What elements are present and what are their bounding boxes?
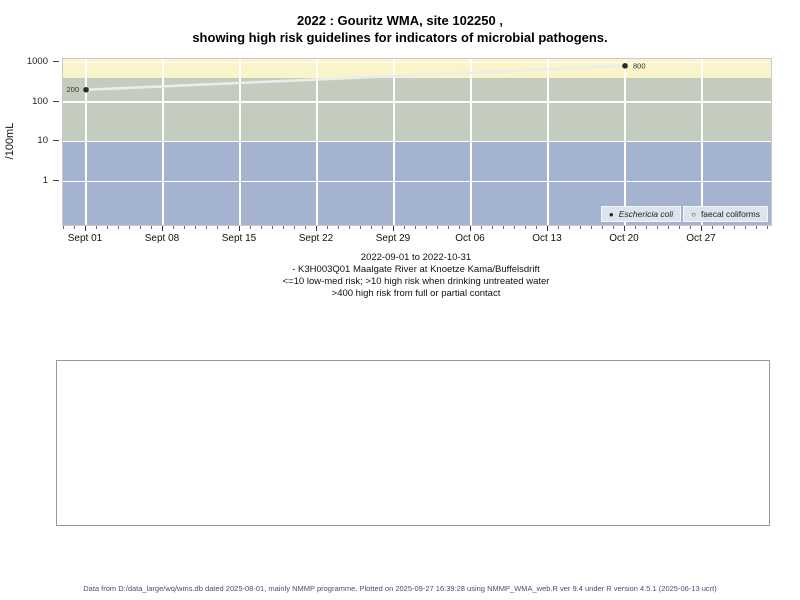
x-tick-label: Sept 01 (67, 233, 103, 244)
y-tick-mark (53, 100, 59, 102)
x-tick-mark (470, 226, 471, 231)
x-tick-label: Oct 27 (686, 233, 716, 244)
x-tick-label: Sept 08 (144, 233, 180, 244)
chart-subtitle: 2022-09-01 to 2022-10-31 - K3H003Q01 Maa… (62, 252, 770, 300)
y-tick-label: 1 (42, 175, 48, 187)
empty-panel (56, 360, 770, 526)
filled-circle-icon: ● (608, 209, 614, 219)
horizontal-gridline (63, 101, 771, 103)
x-tick-label: Oct 20 (609, 233, 639, 244)
x-tick-label: Sept 29 (375, 233, 411, 244)
chart-title-line1: 2022 : Gouritz WMA, site 102250 , (297, 13, 503, 28)
x-tick-mark (85, 226, 86, 231)
x-axis-minor-ticks (63, 226, 770, 229)
data-point-label: 800 (633, 61, 646, 70)
subtitle-date-range: 2022-09-01 to 2022-10-31 (360, 252, 472, 263)
series-line (85, 64, 626, 92)
horizontal-gridline (63, 61, 771, 63)
data-point (622, 63, 628, 69)
series-plot: 200 800 (66, 61, 646, 94)
legend-label: faecal coliforms (700, 209, 760, 219)
x-tick-label: Oct 13 (532, 233, 562, 244)
x-tick-mark (393, 226, 394, 231)
x-tick-label: Oct 06 (455, 233, 485, 244)
y-tick-label: 100 (32, 95, 48, 107)
horizontal-gridline (63, 180, 771, 183)
subtitle-risk-drinking: <=10 low-med risk; >10 high risk when dr… (282, 276, 550, 287)
data-point (83, 86, 89, 93)
y-tick-label: 10 (37, 135, 48, 147)
x-tick-label: Sept 22 (298, 233, 334, 244)
x-tick-mark (162, 226, 163, 231)
legend-item-1: ○ faecal coliforms (683, 206, 768, 222)
y-tick-label: 1000 (26, 56, 48, 67)
subtitle-risk-contact: >400 high risk from full or partial cont… (331, 288, 501, 299)
x-tick-mark (316, 226, 317, 231)
risk-band-1 (63, 77, 771, 142)
x-tick-mark (701, 226, 702, 231)
y-tick-mark (53, 180, 59, 182)
chart-title: 2022 : Gouritz WMA, site 102250 , showin… (0, 12, 800, 46)
x-tick-mark (547, 226, 548, 231)
legend-item-0: ● Eschericia coli (600, 206, 682, 222)
data-point-label: 200 (66, 85, 79, 94)
chart-legend: ● Eschericia coli ○ faecal coliforms (600, 206, 768, 222)
x-tick-mark (624, 226, 625, 231)
legend-label: Eschericia coli (618, 209, 674, 219)
open-circle-icon: ○ (691, 209, 696, 219)
footer-provenance: Data from D:/data_large/wq/wms.db dated … (83, 584, 717, 593)
x-tick-mark (239, 226, 240, 231)
y-tick-mark (53, 140, 59, 142)
subtitle-site: - K3H003Q01 Maalgate River at Knoetze Ka… (292, 264, 540, 275)
chart-title-line2: showing high risk guidelines for indicat… (192, 30, 608, 45)
y-tick-mark (53, 61, 59, 62)
x-tick-label: Sept 15 (221, 233, 257, 244)
horizontal-gridline (63, 140, 771, 143)
chart-panel: 200 800 ● Eschericia coli ○ faecal coliforms (62, 58, 772, 226)
